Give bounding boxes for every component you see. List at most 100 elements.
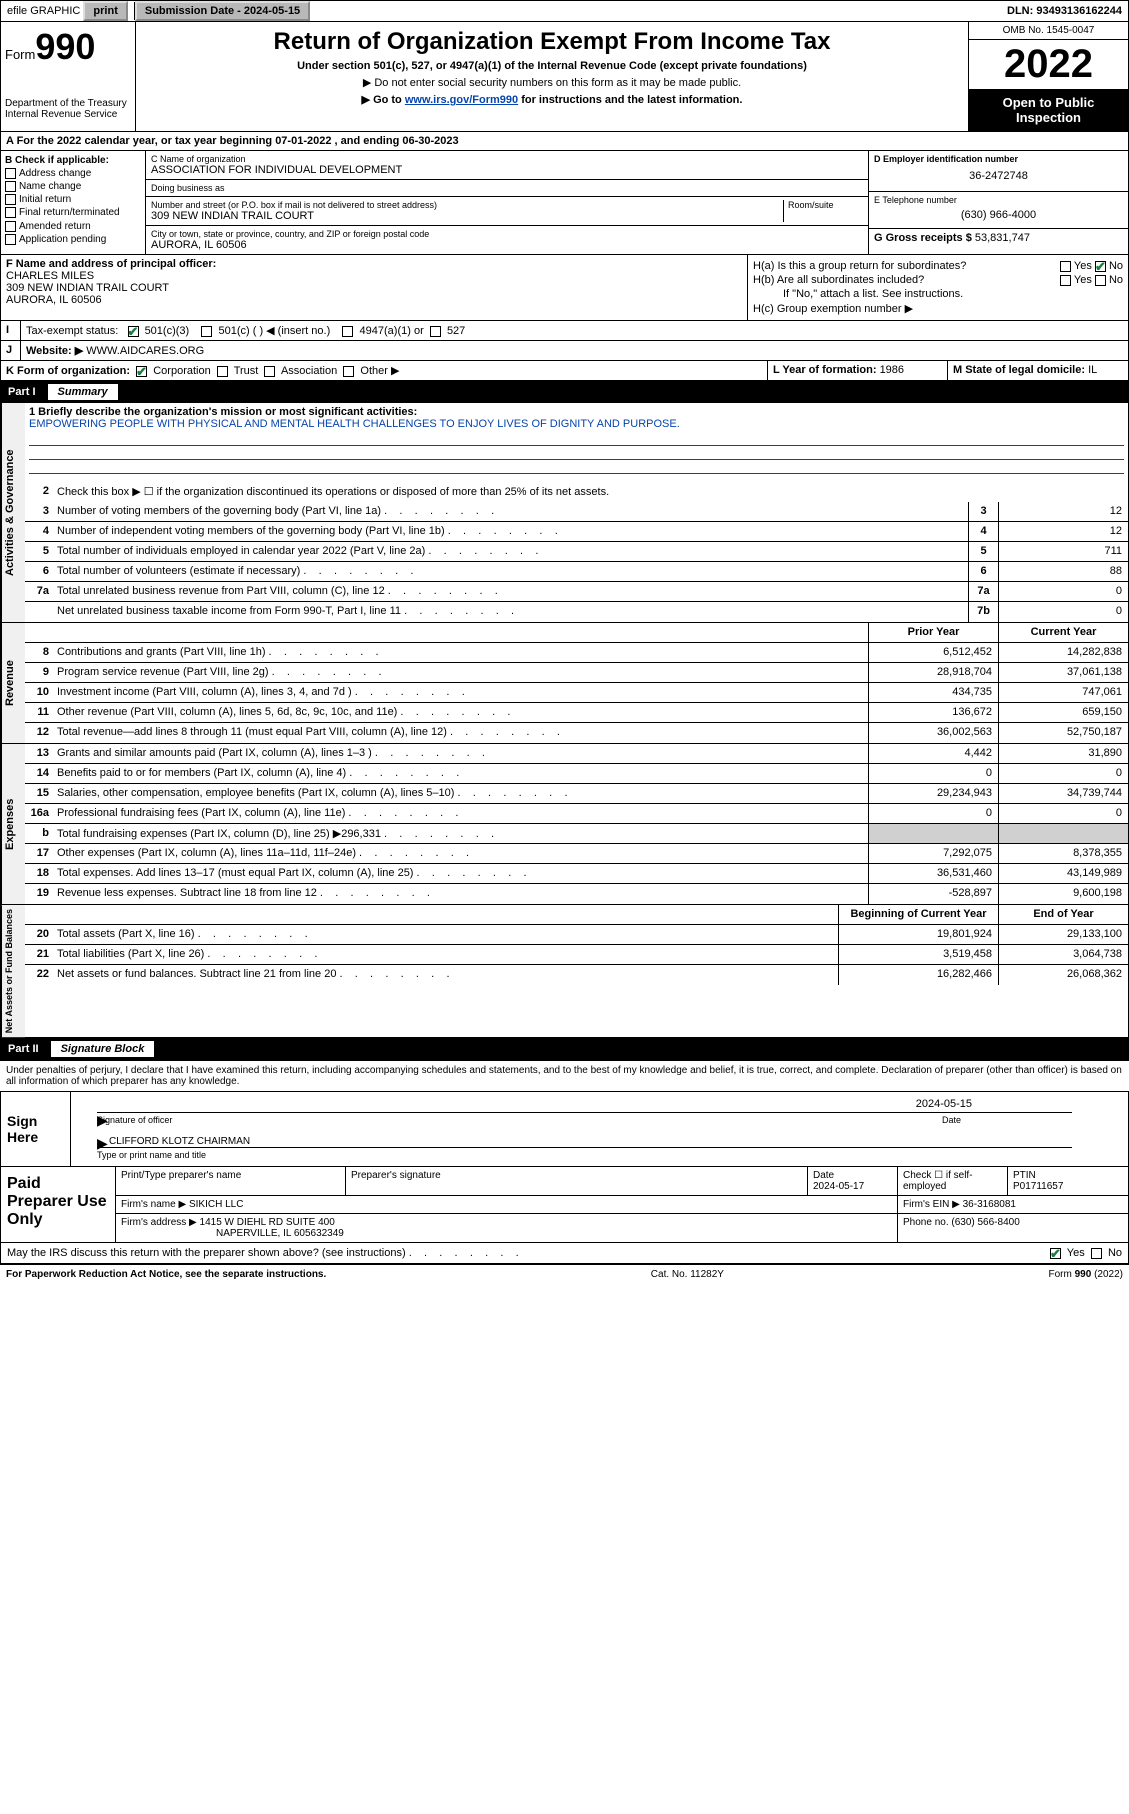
- header-right: OMB No. 1545-0047 2022 Open to Public In…: [968, 22, 1128, 131]
- chk-name-change[interactable]: Name change: [5, 181, 141, 192]
- H-b-note: If "No," attach a list. See instructions…: [753, 288, 1123, 300]
- chk-initial-return[interactable]: Initial return: [5, 194, 141, 205]
- data-line: 10Investment income (Part VIII, column (…: [25, 683, 1128, 703]
- section-net-assets: Net Assets or Fund Balances Beginning of…: [0, 905, 1129, 1038]
- form-subtitle: Under section 501(c), 527, or 4947(a)(1)…: [146, 60, 958, 72]
- vtab-governance: Activities & Governance: [1, 403, 25, 622]
- line-A: A For the 2022 calendar year, or tax yea…: [0, 132, 1129, 151]
- data-line: 13Grants and similar amounts paid (Part …: [25, 744, 1128, 764]
- B-label: B Check if applicable:: [5, 155, 141, 166]
- form-title: Return of Organization Exempt From Incom…: [146, 28, 958, 56]
- data-line: 18Total expenses. Add lines 13–17 (must …: [25, 864, 1128, 884]
- H-a: H(a) Is this a group return for subordin…: [753, 260, 1123, 272]
- vtab-revenue: Revenue: [1, 623, 25, 743]
- data-line: 21Total liabilities (Part X, line 26)3,5…: [25, 945, 1128, 965]
- c-dba: Doing business as: [146, 180, 868, 197]
- gov-line: Net unrelated business taxable income fr…: [25, 602, 1128, 622]
- part2-header: Part II Signature Block: [0, 1038, 1129, 1060]
- part1-header: Part I Summary: [0, 381, 1129, 403]
- chk-amended-return[interactable]: Amended return: [5, 221, 141, 232]
- website-value: WWW.AIDCARES.ORG: [86, 345, 204, 357]
- chk-corporation: [136, 366, 147, 377]
- data-line: 11Other revenue (Part VIII, column (A), …: [25, 703, 1128, 723]
- efile-label: efile GRAPHIC print: [1, 2, 135, 20]
- data-line: 15Salaries, other compensation, employee…: [25, 784, 1128, 804]
- data-line: 14Benefits paid to or for members (Part …: [25, 764, 1128, 784]
- form-number: 990: [35, 26, 95, 67]
- sig-date: 2024-05-15: [916, 1098, 972, 1110]
- data-line: 16aProfessional fundraising fees (Part I…: [25, 804, 1128, 824]
- data-line: 20Total assets (Part X, line 16)19,801,9…: [25, 925, 1128, 945]
- page-footer: For Paperwork Reduction Act Notice, see …: [0, 1264, 1129, 1284]
- F-officer: F Name and address of principal officer:…: [1, 255, 748, 320]
- ha-no-checked: [1095, 261, 1106, 272]
- form-header: Form990 Department of the Treasury Inter…: [0, 22, 1129, 132]
- data-line: 17Other expenses (Part IX, column (A), l…: [25, 844, 1128, 864]
- row-F-H: F Name and address of principal officer:…: [0, 255, 1129, 321]
- chk-address-change[interactable]: Address change: [5, 168, 141, 179]
- rev-header: Prior Year Current Year: [25, 623, 1128, 643]
- print-button[interactable]: print: [83, 1, 127, 21]
- c-street: Number and street (or P.O. box if mail i…: [146, 197, 868, 226]
- open-public-badge: Open to Public Inspection: [969, 89, 1128, 131]
- sign-block: Sign Here ▶ 2024-05-15 Signature of offi…: [0, 1091, 1129, 1167]
- ssn-note: ▶ Do not enter social security numbers o…: [146, 76, 958, 89]
- officer-sig-line: ▶ 2024-05-15: [97, 1112, 1072, 1113]
- D-ein: D Employer identification number 36-2472…: [869, 151, 1128, 192]
- footer-left: For Paperwork Reduction Act Notice, see …: [6, 1269, 326, 1280]
- G-gross: G Gross receipts $ 53,831,747: [869, 229, 1128, 247]
- gov-line: 4Number of independent voting members of…: [25, 522, 1128, 542]
- section-expenses: Expenses 13Grants and similar amounts pa…: [0, 744, 1129, 905]
- H-block: H(a) Is this a group return for subordin…: [748, 255, 1128, 320]
- row-I: I Tax-exempt status: 501(c)(3) 501(c) ( …: [0, 321, 1129, 341]
- data-line: 9Program service revenue (Part VIII, lin…: [25, 663, 1128, 683]
- H-b: H(b) Are all subordinates included? Yes …: [753, 274, 1123, 286]
- footer-right: Form 990 (2022): [1049, 1269, 1123, 1280]
- block-b-c-d: B Check if applicable: Address change Na…: [0, 151, 1129, 255]
- c-city: City or town, state or province, country…: [146, 226, 868, 254]
- tax-year: 2022: [969, 40, 1128, 89]
- goto-note: ▶ Go to www.irs.gov/Form990 for instruct…: [146, 93, 958, 106]
- col-DE: D Employer identification number 36-2472…: [868, 151, 1128, 254]
- mission-text: EMPOWERING PEOPLE WITH PHYSICAL AND MENT…: [25, 418, 1128, 432]
- dln: DLN: 93493136162244: [1001, 2, 1128, 20]
- gov-line: 7aTotal unrelated business revenue from …: [25, 582, 1128, 602]
- discuss-yes: [1050, 1248, 1061, 1259]
- data-line: bTotal fundraising expenses (Part IX, co…: [25, 824, 1128, 844]
- irs-link[interactable]: www.irs.gov/Form990: [405, 94, 518, 106]
- row-K-L-M: K Form of organization: Corporation Trus…: [0, 361, 1129, 381]
- form-word: Form: [5, 47, 35, 62]
- col-B: B Check if applicable: Address change Na…: [1, 151, 146, 254]
- header-center: Return of Organization Exempt From Incom…: [136, 22, 968, 131]
- vtab-net: Net Assets or Fund Balances: [1, 905, 25, 1037]
- top-bar: efile GRAPHIC print Submission Date - 20…: [0, 0, 1129, 22]
- footer-mid: Cat. No. 11282Y: [326, 1269, 1048, 1280]
- gov-line: 5Total number of individuals employed in…: [25, 542, 1128, 562]
- mission-q: 1 Briefly describe the organization's mi…: [25, 403, 1128, 418]
- c-name: C Name of organization ASSOCIATION FOR I…: [146, 151, 868, 180]
- section-governance: Activities & Governance 1 Briefly descri…: [0, 403, 1129, 623]
- E-phone: E Telephone number (630) 966-4000: [869, 192, 1128, 229]
- data-line: 19Revenue less expenses. Subtract line 1…: [25, 884, 1128, 904]
- penalties-text: Under penalties of perjury, I declare th…: [0, 1060, 1129, 1091]
- section-revenue: Revenue Prior Year Current Year 8Contrib…: [0, 623, 1129, 744]
- submission-date: Submission Date - 2024-05-15: [135, 1, 310, 21]
- chk-501c3: [128, 326, 139, 337]
- H-c: H(c) Group exemption number ▶: [753, 302, 1123, 315]
- gov-line: 6Total number of volunteers (estimate if…: [25, 562, 1128, 582]
- row-J: J Website: ▶ WWW.AIDCARES.ORG: [0, 341, 1129, 361]
- dept-treasury: Department of the Treasury: [5, 98, 131, 109]
- may-discuss-row: May the IRS discuss this return with the…: [0, 1243, 1129, 1264]
- data-line: 8Contributions and grants (Part VIII, li…: [25, 643, 1128, 663]
- net-header: Beginning of Current Year End of Year: [25, 905, 1128, 925]
- chk-final-return[interactable]: Final return/terminated: [5, 207, 141, 218]
- gov-line: 3Number of voting members of the governi…: [25, 502, 1128, 522]
- chk-application-pending[interactable]: Application pending: [5, 234, 141, 245]
- vtab-expenses: Expenses: [1, 744, 25, 904]
- omb-number: OMB No. 1545-0047: [969, 22, 1128, 40]
- col-C: C Name of organization ASSOCIATION FOR I…: [146, 151, 868, 254]
- paid-preparer-block: Paid Preparer Use Only Print/Type prepar…: [0, 1167, 1129, 1243]
- data-line: 22Net assets or fund balances. Subtract …: [25, 965, 1128, 985]
- line2: Check this box ▶ ☐ if the organization d…: [53, 482, 1128, 502]
- irs-label: Internal Revenue Service: [5, 109, 131, 120]
